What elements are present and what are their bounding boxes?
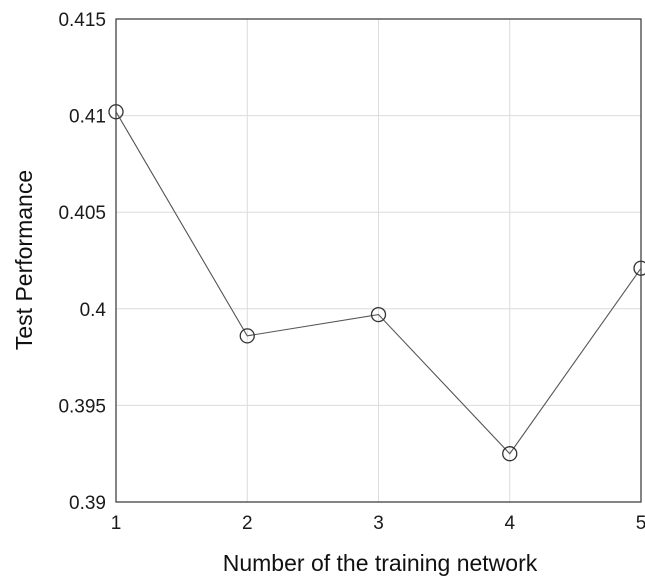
- x-axis-title: Number of the training network: [223, 550, 538, 576]
- data-point-marker: [370, 306, 387, 323]
- x-tick-label: 2: [242, 513, 253, 534]
- series-layer: [108, 104, 645, 462]
- data-point-marker: [108, 104, 124, 120]
- grid-layer: [115, 18, 642, 503]
- tick-label-layer: 1 2 3 4 5 0.39 0.395 0.4 0.405 0.41 0.415: [58, 10, 645, 534]
- series-line: [115, 111, 642, 455]
- y-tick-label: 0.39: [69, 493, 106, 514]
- x-tick-label: 4: [504, 513, 515, 534]
- y-axis-title: Test Performance: [11, 170, 37, 350]
- x-tick-label: 3: [373, 513, 384, 534]
- x-tick-label: 5: [636, 513, 645, 534]
- plot-frame: [115, 18, 642, 503]
- data-point-marker: [239, 328, 255, 344]
- y-tick-label: 0.41: [69, 107, 106, 128]
- y-tick-label: 0.405: [58, 203, 106, 224]
- y-tick-label: 0.415: [58, 10, 106, 31]
- y-tick-label: 0.4: [80, 300, 107, 321]
- data-point-marker: [633, 260, 645, 276]
- data-point-marker: [502, 446, 518, 462]
- x-tick-label: 1: [111, 513, 122, 534]
- y-tick-label: 0.395: [58, 396, 106, 417]
